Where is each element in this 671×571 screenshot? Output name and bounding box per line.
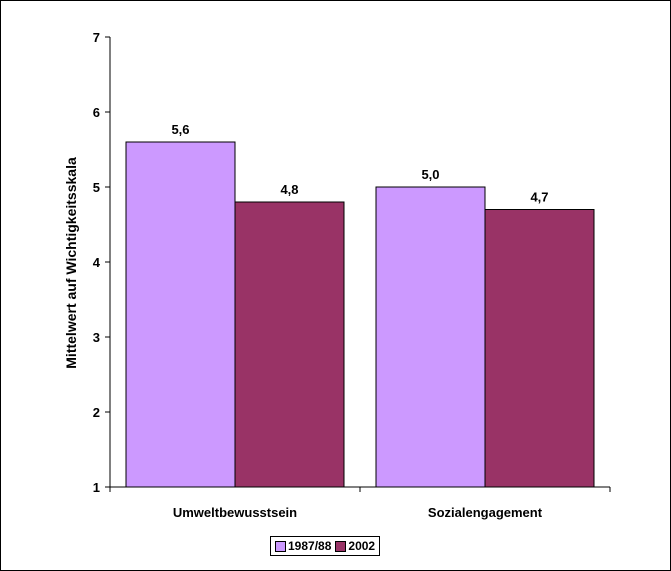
y-tick-label: 7 <box>93 30 100 45</box>
y-tick-label: 4 <box>93 255 101 270</box>
bar-sozialengagement-2002 <box>484 209 595 488</box>
y-tick-label: 5 <box>93 180 100 195</box>
legend-swatch <box>335 540 347 552</box>
data-label: 4,8 <box>280 182 298 197</box>
y-tick-label: 2 <box>93 405 100 420</box>
legend: 1987/88 2002 <box>270 536 381 556</box>
y-tick-label: 6 <box>93 105 100 120</box>
data-label: 5,6 <box>171 122 189 137</box>
labels: 1 2 3 4 5 6 7 5,6 4,8 Umweltbewusstsein 5,0 4,7 Sozi… <box>93 30 549 520</box>
bar-sozialengagement-1987-88 <box>375 186 486 488</box>
data-label: 5,0 <box>421 167 439 182</box>
legend-label: 2002 <box>348 539 376 553</box>
legend-swatch <box>275 540 286 552</box>
x-category-label: Umweltbewusstsein <box>173 505 297 520</box>
legend-label: 1987/88 <box>288 539 332 553</box>
y-tick-label: 1 <box>93 480 100 495</box>
bar-umweltbewusstsein-1987-88 <box>125 141 236 488</box>
x-category-label: Sozialengagement <box>428 505 543 520</box>
bar-umweltbewusstsein-2002 <box>234 201 345 488</box>
legend-entry: 1987/88 <box>275 539 331 553</box>
data-label: 4,7 <box>530 190 548 205</box>
bars <box>125 141 595 488</box>
y-axis-title: Mittelwert auf Wichtigkeitsskala <box>63 157 79 369</box>
y-tick-label: 3 <box>93 330 100 345</box>
legend-entry: 2002 <box>335 539 375 553</box>
